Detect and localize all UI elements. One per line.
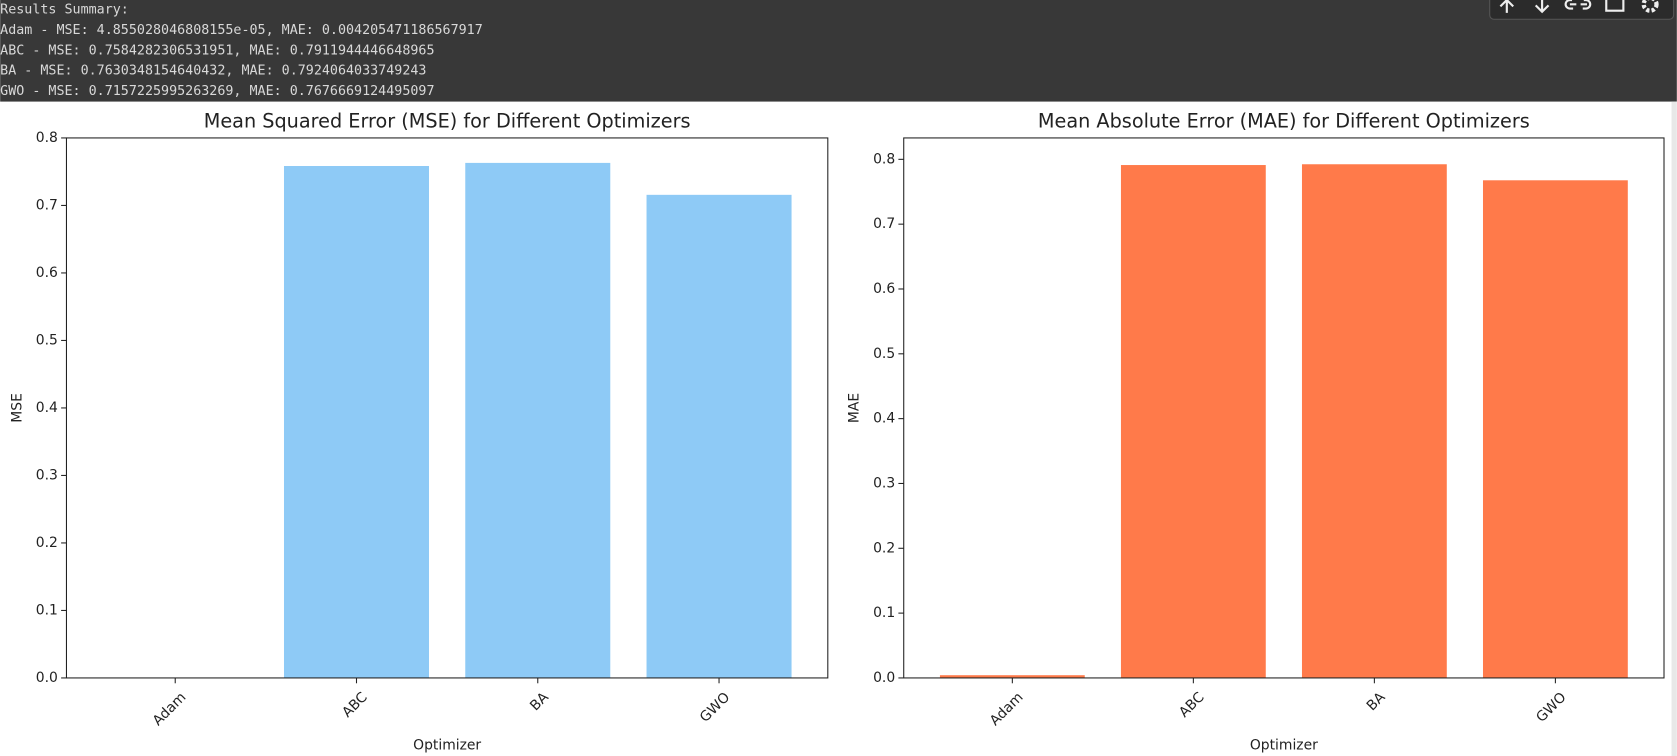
bar xyxy=(1120,165,1266,678)
y-tick-label: 0.2 xyxy=(36,535,58,551)
x-tick-label: BA xyxy=(1364,689,1389,714)
y-tick-label: 0.1 xyxy=(873,605,895,621)
bar xyxy=(465,162,611,678)
y-tick-label: 0.8 xyxy=(36,130,58,146)
y-tick-label: 0.7 xyxy=(873,216,895,232)
y-axis-label: MSE xyxy=(9,393,25,423)
y-tick-label: 0.5 xyxy=(36,332,58,348)
toolbar-box xyxy=(1489,0,1675,20)
y-tick-label: 0.0 xyxy=(36,670,58,686)
move-down-icon[interactable] xyxy=(1534,0,1550,14)
x-tick-label: Adam xyxy=(987,689,1027,729)
console-line: ABC - MSE: 0.7584282306531951, MAE: 0.79… xyxy=(0,43,434,58)
console-line: Results Summary: xyxy=(0,3,129,18)
y-tick-label: 0.4 xyxy=(873,411,895,427)
y-tick-label: 0.6 xyxy=(873,281,895,297)
bar xyxy=(283,166,430,678)
chart: Mean Absolute Error (MAE) for Different … xyxy=(847,109,1665,753)
toolbar xyxy=(1489,0,1675,20)
move-up-icon[interactable] xyxy=(1499,0,1514,13)
x-axis-label: Optimizer xyxy=(1250,737,1318,753)
link-icon[interactable] xyxy=(1564,0,1592,10)
x-tick-label: BA xyxy=(527,689,552,714)
settings-icon[interactable] xyxy=(1641,0,1659,13)
y-tick-label: 0.4 xyxy=(36,400,58,416)
y-tick-label: 0.0 xyxy=(873,670,895,686)
y-axis-label: MAE xyxy=(847,393,863,423)
bar xyxy=(939,675,1085,678)
y-tick-label: 0.3 xyxy=(36,467,58,483)
chart: Mean Squared Error (MSE) for Different O… xyxy=(9,109,829,753)
y-tick-label: 0.6 xyxy=(36,265,58,281)
x-tick-label: Adam xyxy=(150,689,190,729)
scroll-edge xyxy=(1671,101,1677,756)
console-line: BA - MSE: 0.7630348154640432, MAE: 0.792… xyxy=(0,64,426,79)
y-tick-label: 0.5 xyxy=(873,346,895,362)
console-output: Results Summary: Adam - MSE: 4.8550280468… xyxy=(0,3,483,99)
chart-title: Mean Squared Error (MSE) for Different O… xyxy=(204,109,691,132)
x-tick-label: GWO xyxy=(1533,689,1569,725)
y-tick-label: 0.2 xyxy=(873,540,895,556)
console-background xyxy=(0,0,1677,102)
bar xyxy=(1301,164,1447,678)
console-line: GWO - MSE: 0.7157225995263269, MAE: 0.76… xyxy=(0,84,434,99)
plot-frame xyxy=(65,137,829,679)
x-axis-label: Optimizer xyxy=(413,737,481,753)
bar xyxy=(646,194,792,678)
x-tick-label: ABC xyxy=(339,689,370,720)
y-tick-label: 0.1 xyxy=(36,602,58,618)
x-tick-label: ABC xyxy=(1176,689,1207,720)
y-tick-label: 0.3 xyxy=(873,475,895,491)
console-line: Adam - MSE: 4.855028046808155e-05, MAE: … xyxy=(0,23,483,38)
plot-frame xyxy=(903,137,1665,679)
chart-title: Mean Absolute Error (MAE) for Different … xyxy=(1038,109,1530,132)
x-tick-label: GWO xyxy=(697,689,733,725)
comment-icon[interactable] xyxy=(1605,0,1625,12)
y-tick-label: 0.8 xyxy=(873,151,895,167)
bar xyxy=(1482,180,1628,678)
y-tick-label: 0.7 xyxy=(36,197,58,213)
